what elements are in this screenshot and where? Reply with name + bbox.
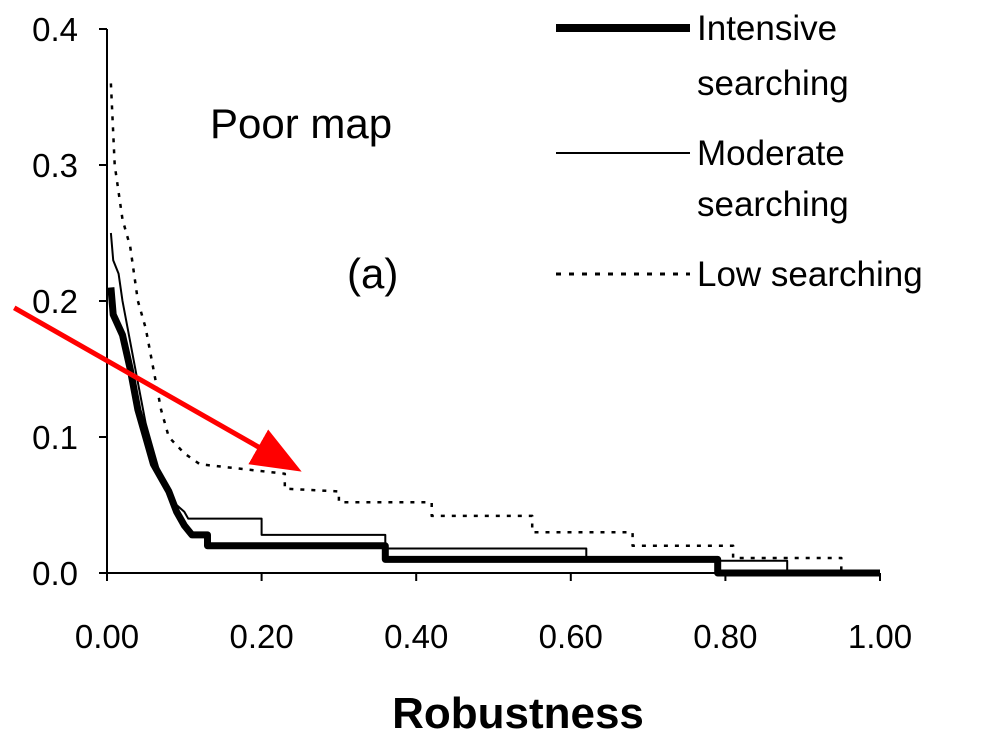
y-tick-label: 0.0	[32, 555, 78, 592]
series-layer	[107, 83, 880, 577]
x-tick-label: 0.20	[229, 618, 293, 655]
annotation-poor-map: Poor map	[210, 100, 392, 147]
legend-label-moderate-line2: searching	[697, 185, 849, 224]
x-tick-label: 0.60	[539, 618, 603, 655]
legend-label-low: Low searching	[697, 255, 923, 294]
series-line-intensive-searching	[107, 287, 880, 577]
legend-label-intensive-line2: searching	[697, 64, 849, 103]
series-line-low-searching	[109, 83, 880, 575]
x-tick-label: 1.00	[848, 618, 912, 655]
legend: Intensive searching Moderate searching L…	[556, 9, 923, 294]
x-tick-label: 0.40	[384, 618, 448, 655]
y-tick-label: 0.2	[32, 283, 78, 320]
legend-label-intensive-line1: Intensive	[697, 9, 837, 48]
x-axis-title: Robustness	[392, 689, 644, 733]
legend-label-moderate-line1: Moderate	[697, 134, 845, 173]
x-tick-label: 0.80	[693, 618, 757, 655]
annotation-panel-label: (a)	[347, 250, 398, 297]
y-tick-label: 0.1	[32, 419, 78, 456]
y-tick-label: 0.4	[32, 11, 78, 48]
red-arrow	[13, 305, 302, 472]
y-tick-label: 0.3	[32, 147, 78, 184]
x-tick-label: 0.00	[75, 618, 139, 655]
x-ticks: 0.00 0.20 0.40 0.60 0.80 1.00	[75, 573, 912, 655]
series-line-moderate-searching	[109, 232, 880, 574]
y-ticks: 0.0 0.1 0.2 0.3 0.4	[32, 11, 107, 592]
